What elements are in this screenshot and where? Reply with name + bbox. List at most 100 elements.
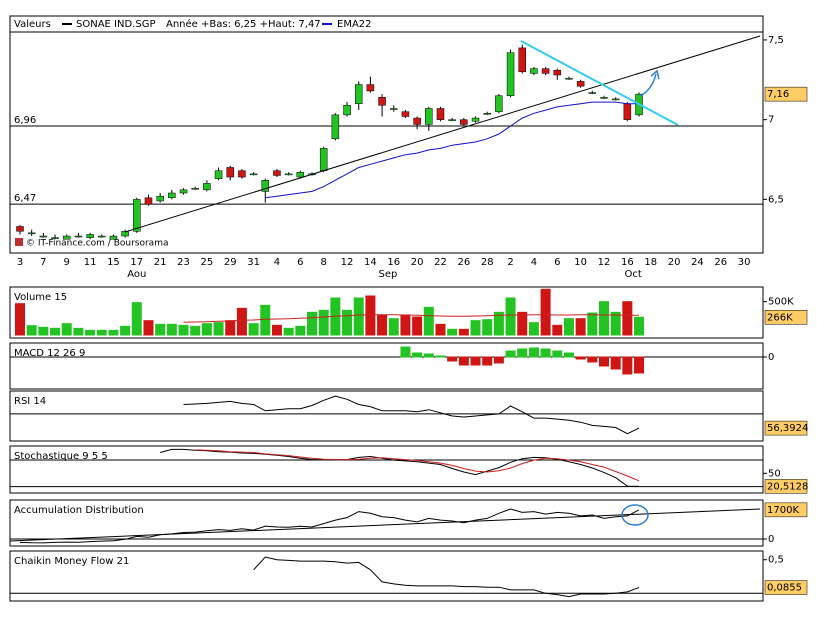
bar bbox=[248, 323, 259, 336]
bar bbox=[517, 311, 528, 336]
bar bbox=[470, 320, 481, 336]
candle-body bbox=[588, 92, 597, 94]
bar bbox=[318, 309, 329, 336]
bar bbox=[622, 301, 633, 336]
x-tick-label: 29 bbox=[224, 257, 237, 268]
panel-title: RSI 14 bbox=[14, 396, 46, 407]
panel-title: MACD 12 26 9 bbox=[14, 348, 85, 359]
last-value-box bbox=[764, 479, 808, 494]
bar bbox=[365, 295, 376, 336]
candle-body bbox=[600, 97, 608, 99]
watermark: © IT-Finance.com / Boursorama bbox=[26, 239, 168, 249]
bar bbox=[610, 311, 621, 336]
candle-body bbox=[448, 119, 456, 121]
x-tick-label: 10 bbox=[574, 257, 587, 268]
panel-frame bbox=[9, 550, 764, 602]
panel-frame bbox=[9, 342, 764, 390]
trend-line bbox=[124, 35, 761, 233]
bar bbox=[400, 346, 411, 358]
last-value-box bbox=[764, 86, 808, 102]
candle-body bbox=[483, 113, 491, 115]
bar bbox=[412, 316, 423, 336]
bar bbox=[435, 323, 446, 336]
bar bbox=[458, 356, 469, 366]
candle-body bbox=[366, 84, 375, 92]
candle-body bbox=[144, 197, 153, 205]
x-tick-label: 18 bbox=[644, 257, 657, 268]
bar bbox=[458, 328, 469, 336]
candle-body bbox=[378, 97, 386, 106]
bar bbox=[201, 323, 212, 336]
bar bbox=[423, 353, 434, 358]
candle-body bbox=[401, 111, 410, 117]
x-tick-label: 26 bbox=[457, 257, 470, 268]
bar bbox=[283, 327, 294, 336]
month-label: Sep bbox=[378, 269, 397, 280]
bar bbox=[540, 348, 551, 358]
candle-body bbox=[611, 98, 620, 101]
x-tick-label: 6 bbox=[297, 257, 303, 268]
bar bbox=[295, 325, 306, 336]
bar bbox=[505, 297, 516, 336]
bar bbox=[482, 356, 493, 366]
series-line bbox=[195, 449, 640, 482]
candle-body bbox=[51, 237, 59, 239]
series-line bbox=[183, 395, 640, 435]
panel-title: Volume 15 bbox=[14, 292, 67, 303]
candle-body bbox=[553, 69, 562, 76]
x-tick-label: 23 bbox=[177, 257, 190, 268]
bar bbox=[15, 303, 25, 336]
y-tick-label: 7 bbox=[768, 115, 774, 126]
candle-body bbox=[576, 81, 585, 87]
bar bbox=[73, 327, 84, 336]
series-line bbox=[19, 508, 640, 544]
bar bbox=[108, 329, 119, 336]
candle-body bbox=[343, 105, 351, 116]
last-value-label: 56,3924 bbox=[767, 423, 808, 434]
x-tick-label: 21 bbox=[154, 257, 167, 268]
panel-title: Stochastique 9 5 5 bbox=[14, 451, 108, 462]
bar bbox=[271, 324, 282, 336]
bar bbox=[377, 314, 388, 336]
last-value-label: 20,5128 bbox=[767, 481, 808, 492]
bar bbox=[131, 302, 142, 336]
bar bbox=[528, 347, 539, 358]
x-tick-label: 15 bbox=[107, 257, 120, 268]
bar bbox=[423, 306, 434, 336]
x-tick-label: 30 bbox=[738, 257, 751, 268]
x-tick-label: 12 bbox=[341, 257, 354, 268]
header-range: Année +Bas: 6,25 +Haut: 7,47 bbox=[166, 18, 321, 30]
y-tick-label: 6,5 bbox=[768, 194, 784, 205]
x-tick-label: 12 bbox=[598, 257, 611, 268]
month-label: Aou bbox=[127, 269, 146, 280]
x-tick-label: 26 bbox=[714, 257, 727, 268]
series-line bbox=[253, 556, 640, 598]
bar bbox=[552, 324, 563, 336]
candle-body bbox=[109, 235, 118, 240]
legend-ema: EMA22 bbox=[337, 19, 372, 30]
bar bbox=[563, 318, 574, 336]
x-tick-label: 25 bbox=[201, 257, 214, 268]
arrow bbox=[639, 73, 657, 97]
plot: 6,96 6,47 6,5 7 7,5 3 7 9 11 15 17 21 23 25 29 31 4 6 8 12 1… bbox=[9, 15, 808, 602]
bar bbox=[575, 356, 586, 360]
candle-body bbox=[156, 195, 164, 202]
ad-trend-line bbox=[9, 508, 761, 542]
panel-title: Chaikin Money Flow 21 bbox=[14, 556, 129, 567]
bar bbox=[178, 324, 189, 336]
candle-body bbox=[390, 108, 398, 110]
candle-body bbox=[249, 173, 258, 176]
bar bbox=[388, 318, 399, 336]
x-tick-label: 14 bbox=[364, 257, 377, 268]
bar bbox=[552, 350, 563, 358]
bar bbox=[85, 329, 96, 336]
candle-body bbox=[518, 47, 526, 73]
bar bbox=[540, 288, 551, 336]
candle-body bbox=[471, 117, 480, 122]
candle-body bbox=[179, 189, 188, 194]
candle-body bbox=[354, 84, 363, 104]
bar bbox=[190, 325, 201, 336]
bar bbox=[342, 309, 353, 336]
x-tick-label: 4 bbox=[274, 257, 280, 268]
